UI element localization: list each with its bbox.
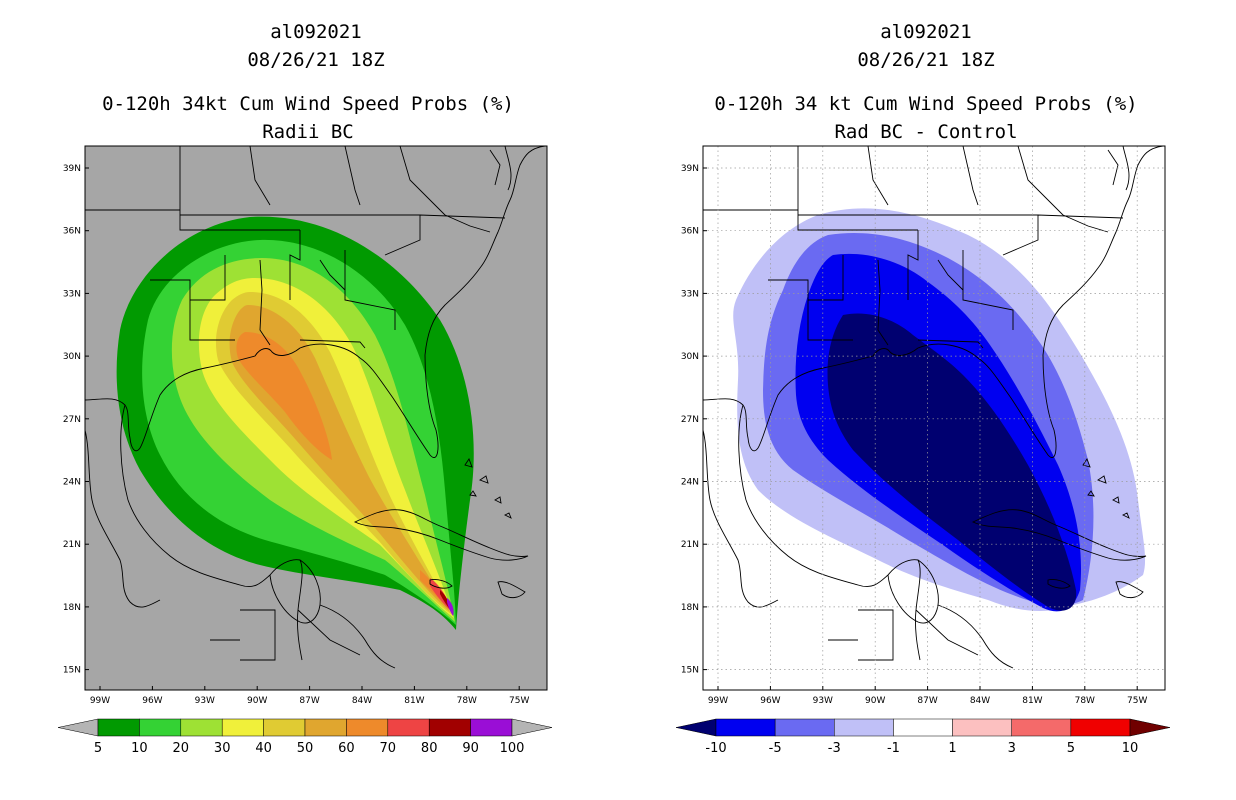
title-storm-id: al092021 bbox=[880, 21, 972, 43]
lon-label: 87W bbox=[299, 696, 319, 706]
lat-label: 36N bbox=[681, 227, 699, 237]
lat-label: 15N bbox=[63, 666, 81, 676]
colorbar-label: 30 bbox=[214, 741, 231, 756]
title-product: 0-120h 34kt Cum Wind Speed Probs (%) bbox=[102, 93, 514, 115]
colorbar-label: 50 bbox=[297, 741, 314, 756]
colorbar-swatch bbox=[774, 718, 835, 737]
lat-label: 21N bbox=[681, 540, 699, 550]
colorbar-label: 5 bbox=[1067, 741, 1075, 756]
lon-label: 99W bbox=[90, 696, 110, 706]
colorbar-label: 20 bbox=[173, 741, 190, 756]
lat-label: 33N bbox=[63, 289, 81, 299]
probability-field bbox=[85, 146, 546, 669]
colorbar-swatch bbox=[1011, 718, 1072, 737]
title-storm-id: al092021 bbox=[270, 21, 362, 43]
colorbar-swatch bbox=[428, 718, 471, 737]
colorbar-label: 100 bbox=[500, 741, 525, 756]
contour-p90 bbox=[447, 598, 454, 616]
colorbar-label: 1 bbox=[948, 741, 956, 756]
colorbar-swatch bbox=[346, 718, 389, 737]
lon-label: 99W bbox=[708, 696, 728, 706]
contour-p60 bbox=[236, 332, 332, 460]
lon-label: 84W bbox=[352, 696, 372, 706]
lat-label: 30N bbox=[63, 352, 81, 362]
panel-right: al092021 08/26/21 18Z 0-120h 34 kt Cum W… bbox=[675, 21, 1171, 756]
axis-ticks: 99W 96W 93W 90W 87W 84W 81W 78W 75W 39N 36N 33N 30N 2… bbox=[681, 164, 1148, 706]
lat-label: 30N bbox=[681, 352, 699, 362]
lon-label: 78W bbox=[1075, 696, 1095, 706]
lat-label: 39N bbox=[681, 164, 699, 174]
colorbar-label: -10 bbox=[705, 741, 726, 756]
colorbar-swatch bbox=[1070, 718, 1131, 737]
colorbar-label: -3 bbox=[828, 741, 841, 756]
title-datetime: 08/26/21 18Z bbox=[247, 49, 384, 71]
colorbar-swatch bbox=[263, 718, 306, 737]
panel-left: al092021 08/26/21 18Z 0-120h 34kt Cum Wi… bbox=[57, 21, 553, 756]
lat-label: 24N bbox=[63, 478, 81, 488]
lat-label: 33N bbox=[681, 289, 699, 299]
colorbar-under-arrow bbox=[675, 718, 717, 737]
colorbar-label: 90 bbox=[462, 741, 479, 756]
lat-label: 24N bbox=[681, 478, 699, 488]
axis-ticks: 99W 96W 93W 90W 87W 84W 81W 78W 75W 39N 36N 33N 30N 2… bbox=[63, 164, 530, 706]
lat-label: 15N bbox=[681, 666, 699, 676]
lon-label: 93W bbox=[813, 696, 833, 706]
colorbar: -10 -5 -3 -1 1 3 5 10 bbox=[675, 718, 1171, 756]
colorbar-swatch bbox=[97, 718, 140, 737]
colorbar-label: 10 bbox=[131, 741, 148, 756]
title-datetime: 08/26/21 18Z bbox=[857, 49, 994, 71]
lon-label: 87W bbox=[917, 696, 937, 706]
colorbar-label: 70 bbox=[380, 741, 397, 756]
lon-label: 81W bbox=[404, 696, 424, 706]
colorbar-label: -5 bbox=[769, 741, 782, 756]
lat-label: 18N bbox=[63, 603, 81, 613]
lon-label: 84W bbox=[970, 696, 990, 706]
colorbar-label: 60 bbox=[338, 741, 355, 756]
title-product: 0-120h 34 kt Cum Wind Speed Probs (%) bbox=[714, 93, 1137, 115]
colorbar-swatch bbox=[893, 718, 953, 737]
colorbar-label: 40 bbox=[255, 741, 272, 756]
lat-label: 27N bbox=[681, 415, 699, 425]
colorbar-swatch bbox=[139, 718, 182, 737]
lon-label: 96W bbox=[142, 696, 162, 706]
colorbar: 5 10 20 30 40 50 60 70 80 90 100 bbox=[57, 718, 553, 756]
colorbar-swatch bbox=[952, 718, 1012, 737]
colorbar-label: 3 bbox=[1008, 741, 1016, 756]
title-subtitle: Rad BC - Control bbox=[834, 121, 1017, 143]
colorbar-under-arrow bbox=[57, 718, 99, 737]
colorbar-label: 10 bbox=[1122, 741, 1139, 756]
colorbar-swatch bbox=[715, 718, 776, 737]
lat-label: 18N bbox=[681, 603, 699, 613]
lon-label: 78W bbox=[457, 696, 477, 706]
difference-field bbox=[703, 146, 1164, 669]
colorbar-swatch bbox=[834, 718, 894, 737]
lat-label: 39N bbox=[63, 164, 81, 174]
colorbar-swatch bbox=[304, 718, 347, 737]
colorbar-over-arrow bbox=[511, 718, 553, 737]
lat-label: 27N bbox=[63, 415, 81, 425]
grid-lines bbox=[703, 146, 1165, 690]
colorbar-label: -1 bbox=[887, 741, 900, 756]
colorbar-swatch bbox=[221, 718, 264, 737]
colorbar-label: 5 bbox=[94, 741, 102, 756]
lon-label: 96W bbox=[760, 696, 780, 706]
colorbar-swatch bbox=[470, 718, 513, 737]
lon-label: 90W bbox=[247, 696, 267, 706]
colorbar-swatch bbox=[387, 718, 430, 737]
colorbar-over-arrow bbox=[1129, 718, 1171, 737]
colorbar-label: 80 bbox=[421, 741, 438, 756]
lon-label: 90W bbox=[865, 696, 885, 706]
colorbar-swatch bbox=[180, 718, 223, 737]
lat-label: 36N bbox=[63, 227, 81, 237]
contour-m10 bbox=[827, 313, 1077, 611]
title-subtitle: Radii BC bbox=[262, 121, 354, 143]
lon-label: 81W bbox=[1022, 696, 1042, 706]
lon-label: 93W bbox=[195, 696, 215, 706]
lat-label: 21N bbox=[63, 540, 81, 550]
lon-label: 75W bbox=[1127, 696, 1147, 706]
lon-label: 75W bbox=[509, 696, 529, 706]
